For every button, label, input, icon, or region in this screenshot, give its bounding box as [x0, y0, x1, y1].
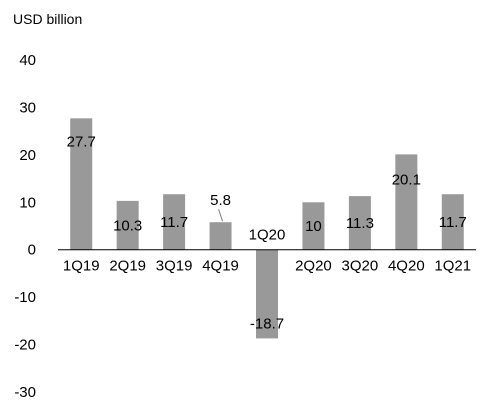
- y-tick-label: -20: [14, 337, 36, 354]
- x-tick-label: 4Q20: [388, 258, 425, 275]
- x-axis-ticks: 1Q19 2Q19 3Q19 4Q19 1Q20 2Q20 3Q20 4Q20 1Q21: [63, 227, 471, 275]
- bar: [116, 200, 139, 250]
- bar: [348, 196, 371, 250]
- data-label: 11.3: [346, 215, 374, 232]
- data-label: 20.1: [392, 171, 421, 188]
- data-label-leader: [218, 209, 224, 222]
- y-axis-unit-label: USD billion: [13, 11, 82, 27]
- x-tick-label: 4Q19: [202, 258, 239, 275]
- x-tick-label: 3Q19: [156, 258, 193, 275]
- data-label: 10: [305, 218, 322, 235]
- data-label: -18.7: [250, 315, 284, 332]
- y-tick-label: -10: [14, 289, 36, 306]
- data-label: 11.7: [439, 214, 467, 231]
- data-label: 5.8: [210, 192, 231, 209]
- y-tick-label: 0: [28, 242, 36, 259]
- y-tick-label: 30: [19, 99, 36, 116]
- bar: [70, 118, 93, 250]
- data-labels: 27.7 10.3 11.7 5.8 -18.7 10 11.3 20.1 11.7: [67, 133, 467, 332]
- bar: [163, 194, 186, 250]
- bar: [302, 202, 325, 250]
- bars: [70, 118, 464, 339]
- x-tick-label: 2Q19: [109, 258, 146, 275]
- bar: [209, 222, 232, 250]
- bar: [256, 249, 278, 339]
- y-tick-label: 10: [19, 194, 36, 211]
- y-tick-label: 40: [19, 52, 36, 69]
- x-tick-label: 1Q19: [63, 258, 100, 275]
- x-tick-label: 1Q20: [249, 227, 286, 244]
- data-label: 11.7: [160, 214, 188, 231]
- bar: [441, 194, 464, 250]
- bar: [395, 154, 418, 250]
- x-tick-label: 1Q21: [434, 258, 471, 275]
- y-axis-ticks: 40 30 20 10 0 -10 -20 -30: [14, 52, 36, 401]
- x-tick-label: 2Q20: [295, 258, 332, 275]
- y-tick-label: -30: [14, 384, 36, 401]
- x-tick-label: 3Q20: [342, 258, 379, 275]
- data-label: 10.3: [113, 217, 142, 234]
- data-label: 27.7: [67, 133, 96, 150]
- y-tick-label: 20: [19, 147, 36, 164]
